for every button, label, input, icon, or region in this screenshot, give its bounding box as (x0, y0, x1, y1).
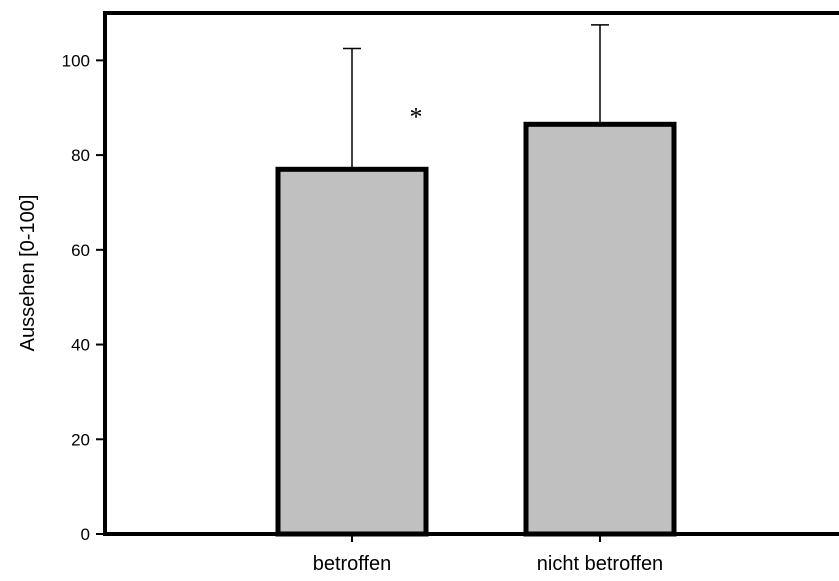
y-tick-label: 0 (81, 525, 90, 544)
x-category-label-1: nicht betroffen (537, 553, 663, 575)
x-category-label-0: betroffen (313, 553, 392, 575)
x-axis-category-labels: betroffen nicht betroffen (313, 534, 663, 575)
y-tick-label: 80 (71, 146, 90, 165)
y-axis-title: Aussehen [0-100] (17, 195, 39, 352)
significance-annotation: * (410, 102, 423, 131)
bar-0 (275, 166, 429, 537)
bar-1 (523, 121, 677, 537)
y-tick-label: 20 (71, 430, 90, 449)
y-axis-ticks: 0 20 40 60 80 100 (62, 51, 105, 544)
plot-area-frame (103, 11, 839, 536)
bars (275, 121, 677, 537)
error-bars (343, 24, 609, 170)
y-tick-label: 60 (71, 241, 90, 260)
annotations: * (410, 102, 423, 131)
y-tick-label: 40 (71, 336, 90, 355)
y-tick-label: 100 (62, 51, 90, 70)
